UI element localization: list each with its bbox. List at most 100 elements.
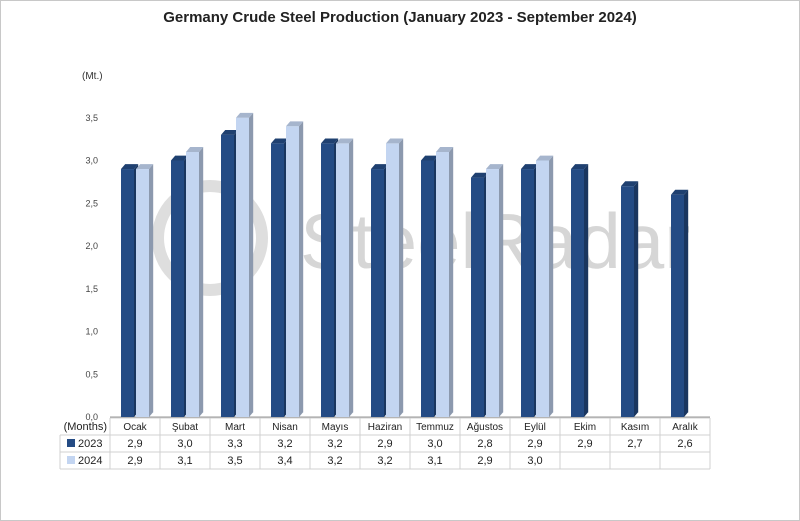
bar-front (171, 160, 184, 417)
data-label: 3,5 (227, 455, 242, 467)
category-label: Haziran (368, 422, 402, 433)
bar-front (221, 134, 234, 417)
bar-top (336, 138, 354, 144)
y-tick-label: 2,0 (85, 241, 98, 251)
bar-top (121, 164, 139, 170)
data-label: 2,9 (527, 438, 542, 450)
bar-2023-Ocak (121, 164, 139, 417)
bar-top (271, 138, 289, 144)
y-tick-label: 3,5 (85, 113, 98, 123)
data-label: 3,4 (277, 455, 292, 467)
data-label: 2,6 (677, 438, 692, 450)
data-label: 2,8 (477, 438, 492, 450)
bar-2024-Mayıs (336, 138, 354, 417)
bar-2024-Ağustos (486, 164, 504, 417)
data-label: 2,9 (377, 438, 392, 450)
x-axis-label: (Months) (64, 421, 107, 433)
bar-top (521, 164, 539, 170)
bar-front (671, 194, 684, 417)
legend-series-name: 2023 (78, 438, 102, 450)
bar-top (386, 138, 404, 144)
bar-top (221, 129, 239, 135)
data-label: 3,2 (327, 438, 342, 450)
category-label: Aralık (672, 422, 699, 433)
bar-2023-Ekim (571, 164, 589, 417)
bar-2024-Şubat (186, 147, 204, 418)
bar-2023-Kasım (621, 181, 639, 417)
data-label: 2,9 (577, 438, 592, 450)
data-label: 3,0 (427, 438, 442, 450)
category-label: Ekim (574, 422, 596, 433)
y-tick-label: 1,5 (85, 284, 98, 294)
category-label: Mart (225, 422, 245, 433)
y-tick-label: 3,0 (85, 156, 98, 166)
bar-side (684, 189, 689, 417)
category-label: Mayıs (322, 422, 349, 433)
data-label: 2,9 (477, 455, 492, 467)
bar-2023-Şubat (171, 155, 189, 417)
bar-side (584, 164, 589, 417)
y-tick-label: 2,5 (85, 198, 98, 208)
bar-2023-Aralık (671, 189, 689, 417)
bar-top (471, 172, 489, 178)
bar-top (671, 189, 689, 195)
bar-front (286, 126, 299, 418)
category-label: Temmuz (416, 422, 454, 433)
category-label: Kasım (621, 422, 649, 433)
bar-front (536, 160, 549, 417)
bar-top (286, 121, 304, 127)
bar-front (621, 186, 634, 417)
bar-2024-Haziran (386, 138, 404, 417)
legend-swatch-2023 (67, 439, 75, 447)
bar-top (171, 155, 189, 161)
legend-swatch-2024 (67, 456, 75, 464)
bar-front (571, 169, 584, 417)
bar-side (549, 155, 554, 417)
bar-front (371, 169, 384, 417)
bar-side (634, 181, 639, 417)
bar-2024-Temmuz (436, 147, 454, 418)
bar-front (121, 169, 134, 417)
y-tick-label: 0,5 (85, 369, 98, 379)
bar-front (486, 169, 499, 417)
bar-front (386, 143, 399, 417)
y-tick-label: 1,0 (85, 327, 98, 337)
bar-front (521, 169, 534, 417)
category-label: Şubat (172, 422, 198, 433)
data-label: 2,9 (127, 438, 142, 450)
bar-front (136, 169, 149, 417)
data-label: 3,3 (227, 438, 242, 450)
bar-2023-Nisan (271, 138, 289, 417)
bar-top (236, 112, 254, 118)
y-tick-label: 0,0 (85, 412, 98, 422)
bar-side (199, 147, 204, 418)
bar-side (299, 121, 304, 418)
data-label: 2,9 (127, 455, 142, 467)
bar-front (336, 143, 349, 417)
bar-2023-Eylül (521, 164, 539, 417)
data-label: 3,0 (177, 438, 192, 450)
data-label: 3,1 (177, 455, 192, 467)
bar-top (421, 155, 439, 161)
category-label: Eylül (524, 422, 546, 433)
bar-side (249, 112, 254, 417)
data-label: 2,7 (627, 438, 642, 450)
data-label: 3,1 (427, 455, 442, 467)
y-axis-unit-label: (Mt.) (82, 71, 103, 82)
chart-title: Germany Crude Steel Production (January … (163, 9, 637, 26)
data-label: 3,2 (327, 455, 342, 467)
bar-front (436, 151, 449, 417)
bar-front (471, 177, 484, 417)
bar-side (449, 147, 454, 418)
bar-side (399, 138, 404, 417)
category-label: Ağustos (467, 422, 503, 433)
data-label: 3,2 (277, 438, 292, 450)
bar-top (621, 181, 639, 187)
bar-front (321, 143, 334, 417)
bar-2023-Mart (221, 129, 239, 417)
bar-2023-Mayıs (321, 138, 339, 417)
bar-2023-Ağustos (471, 172, 489, 417)
bar-top (486, 164, 504, 170)
bar-side (349, 138, 354, 417)
